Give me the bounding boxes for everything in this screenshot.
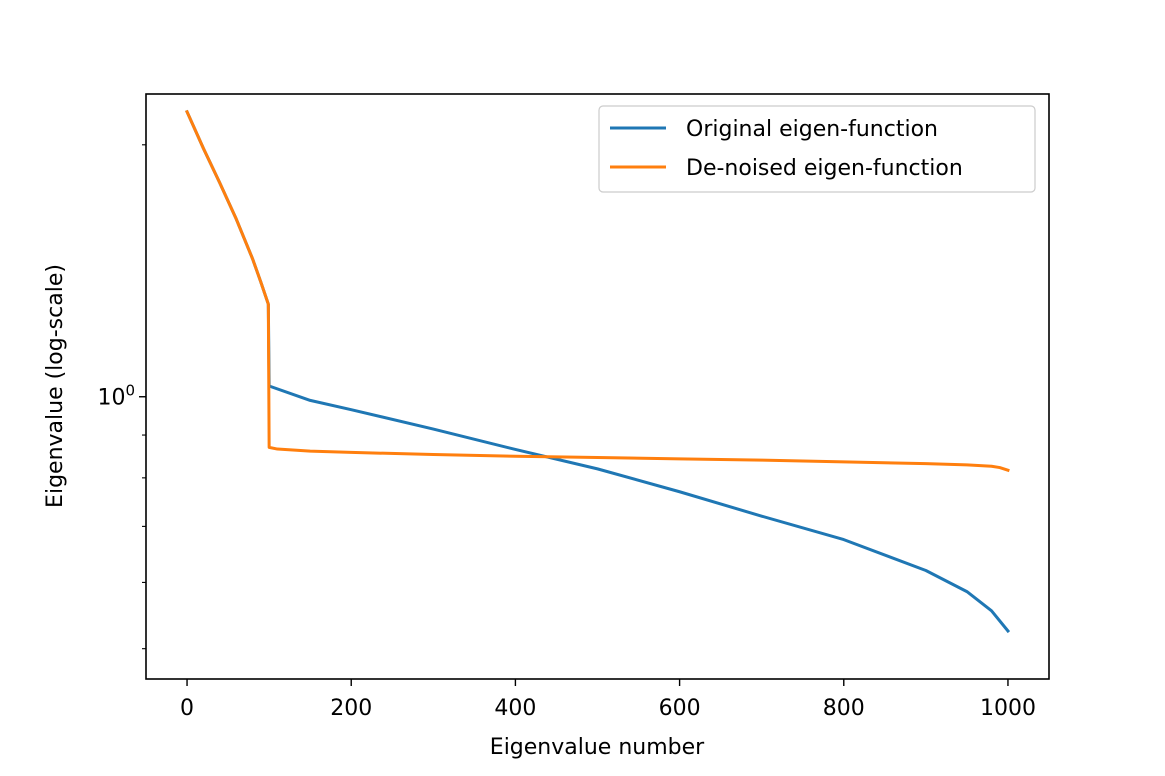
x-tick-label: 400 <box>494 696 536 721</box>
y-axis-label: Eigenvalue (log-scale) <box>43 264 68 508</box>
x-axis-ticks: 0 200 400 600 800 1000 <box>180 679 1036 721</box>
plot-frame <box>145 93 1050 680</box>
legend-box <box>598 105 1036 193</box>
x-tick-label: 800 <box>823 696 865 721</box>
plot-lines <box>185 109 1011 634</box>
legend: Original eigen-function De-noised eigen-… <box>598 105 1036 193</box>
x-tick-label: 1000 <box>980 696 1036 721</box>
x-axis-label: Eigenvalue number <box>490 735 705 760</box>
x-tick-label: 0 <box>180 696 194 721</box>
x-tick-label: 200 <box>330 696 372 721</box>
legend-label-original: Original eigen-function <box>686 117 938 142</box>
legend-label-denoised: De-noised eigen-function <box>686 156 963 181</box>
x-tick-label: 600 <box>659 696 701 721</box>
series-line-1 <box>185 109 1010 473</box>
